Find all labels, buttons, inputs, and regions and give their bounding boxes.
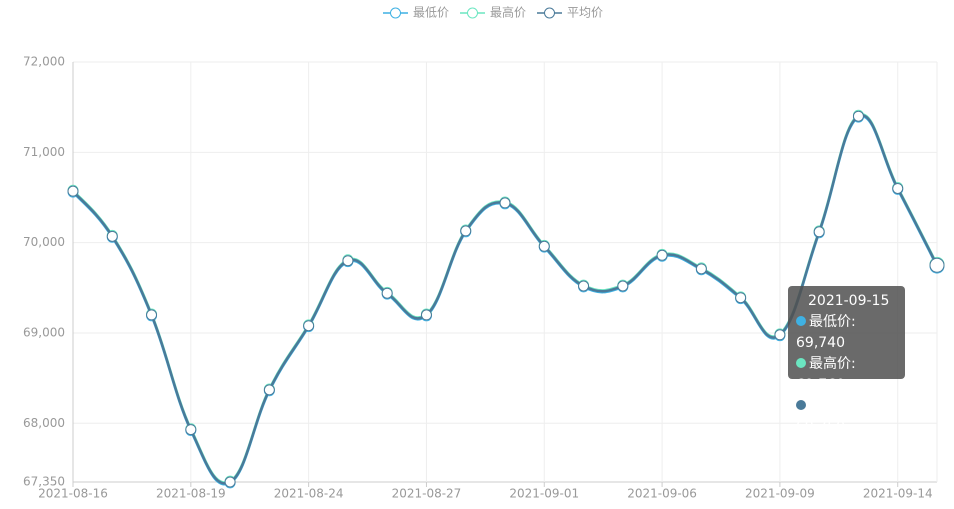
legend-icon bbox=[467, 7, 478, 19]
legend-label: 最高价 bbox=[490, 5, 526, 20]
legend-label: 最低价 bbox=[413, 6, 449, 20]
point bbox=[342, 255, 354, 267]
x-tick-label: 2021-08-16 bbox=[38, 487, 108, 501]
point bbox=[578, 280, 590, 292]
tooltip-dot bbox=[796, 400, 806, 410]
legend-icon bbox=[390, 7, 401, 19]
x-tick-label: 2021-08-19 bbox=[156, 487, 226, 501]
x-tick-label: 2021-09-14 bbox=[863, 487, 933, 501]
legend-label: 平均价 bbox=[567, 6, 603, 20]
point bbox=[617, 280, 629, 292]
y-tick-label: 70,000 bbox=[23, 235, 65, 249]
tooltip-value: 69,760 bbox=[796, 377, 845, 393]
point bbox=[146, 309, 158, 321]
point bbox=[381, 287, 393, 299]
point bbox=[420, 309, 432, 321]
point bbox=[263, 384, 275, 396]
tooltip-row: 最高价: 69,760 bbox=[796, 356, 856, 393]
tooltip-series: 最低价 bbox=[809, 314, 851, 330]
point bbox=[538, 240, 550, 252]
y-tick-label: 72,000 bbox=[23, 55, 65, 69]
point bbox=[303, 320, 315, 332]
point bbox=[499, 197, 511, 209]
y-tick-label: 71,000 bbox=[23, 145, 65, 159]
tooltip-series: 平均价 bbox=[809, 398, 851, 414]
tooltip-value: 69,740 bbox=[796, 335, 845, 351]
x-tick-label: 2021-08-27 bbox=[392, 487, 462, 501]
y-tick-label: 69,000 bbox=[23, 325, 65, 339]
point bbox=[774, 329, 786, 341]
x-tick-label: 2021-09-06 bbox=[627, 487, 697, 501]
point bbox=[224, 476, 236, 488]
point bbox=[656, 249, 668, 261]
tooltip-dot bbox=[796, 358, 806, 368]
point bbox=[852, 110, 864, 122]
point bbox=[735, 292, 747, 304]
x-tick-label: 2021-09-01 bbox=[509, 487, 579, 501]
tooltip: 2021-09-15 最低价: 69,740 最高价: 69,760 平均价: 69… bbox=[788, 286, 905, 435]
point bbox=[695, 263, 707, 275]
tooltip-dot bbox=[796, 316, 806, 326]
y-tick-label: 67,350 bbox=[23, 475, 65, 489]
point bbox=[460, 225, 472, 237]
x-tick-label: 2021-09-09 bbox=[745, 487, 815, 501]
tooltip-series: 最高价 bbox=[809, 356, 851, 372]
point bbox=[929, 257, 945, 273]
tooltip-value: 69,750 bbox=[796, 419, 845, 435]
point bbox=[185, 424, 197, 436]
tooltip-title: 2021-09-15 bbox=[808, 293, 890, 309]
tooltip-row: 平均价: 69,750 bbox=[796, 398, 856, 435]
point bbox=[106, 230, 118, 242]
x-tick-label: 2021-08-24 bbox=[274, 487, 344, 501]
point bbox=[813, 226, 825, 238]
legend-icon bbox=[544, 7, 555, 19]
y-tick-label: 68,000 bbox=[23, 416, 65, 430]
point bbox=[67, 185, 79, 197]
point bbox=[892, 182, 904, 194]
tooltip-row: 最低价: 69,740 bbox=[796, 314, 856, 351]
